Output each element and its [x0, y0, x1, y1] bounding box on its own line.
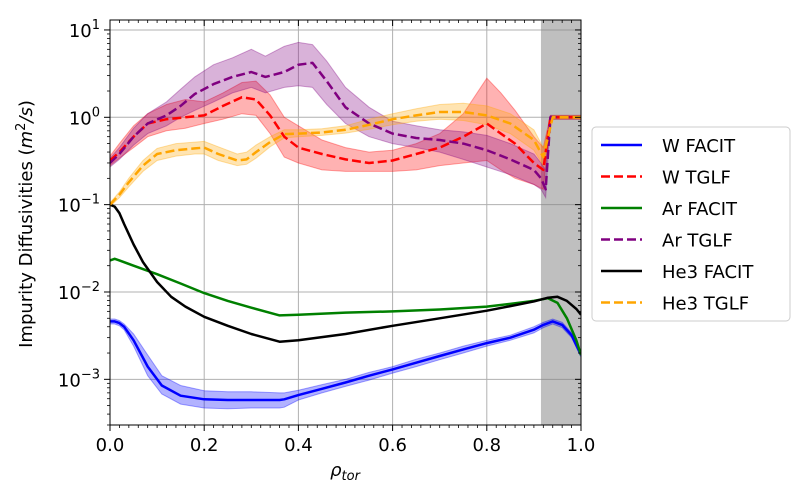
- series-line-5: [110, 110, 581, 206]
- series-band-0: [110, 318, 581, 410]
- legend-label-4: He3 FACIT: [662, 262, 754, 283]
- x-tick-label: 0.6: [378, 435, 407, 456]
- x-tick-label: 0.8: [472, 435, 501, 456]
- shaded-region: [540, 20, 581, 425]
- plot-area: 0.0 0.2 0.4 0.6 0.8 1.0 10−3 10−2 10−1 100 101: [58, 18, 595, 456]
- y-tick-label: 101: [69, 18, 100, 42]
- series-band-3: [110, 41, 581, 200]
- y-tick-label: 10−1: [58, 193, 100, 217]
- legend-label-2: Ar FACIT: [662, 199, 738, 220]
- y-tick-label: 10−2: [58, 280, 100, 304]
- x-tick-label: 1.0: [567, 435, 596, 456]
- y-tick-label: 100: [69, 105, 100, 129]
- series-band-5: [110, 102, 581, 208]
- series-band-1: [110, 77, 581, 191]
- legend: W FACIT W TGLF Ar FACIT Ar TGLF He3 FACIT He3…: [591, 126, 791, 322]
- x-tick-label: 0.0: [96, 435, 125, 456]
- x-axis-label: ρtor: [330, 460, 361, 484]
- x-tick-label: 0.2: [190, 435, 219, 456]
- series-line-1: [110, 95, 581, 172]
- legend-label-5: He3 TGLF: [662, 294, 749, 315]
- legend-label-1: W TGLF: [662, 168, 731, 189]
- plot-content: [110, 20, 581, 425]
- y-tick-label: 10−3: [58, 367, 100, 391]
- legend-label-3: Ar TGLF: [662, 231, 733, 252]
- series-line-0: [110, 320, 581, 402]
- series-line-2: [110, 257, 581, 356]
- series-line-4: [110, 203, 581, 343]
- series-line-3: [110, 61, 581, 191]
- legend-label-0: W FACIT: [662, 136, 736, 157]
- y-axis-label: Impurity Diffusivities (m2/s): [14, 100, 37, 348]
- x-tick-label: 0.4: [284, 435, 313, 456]
